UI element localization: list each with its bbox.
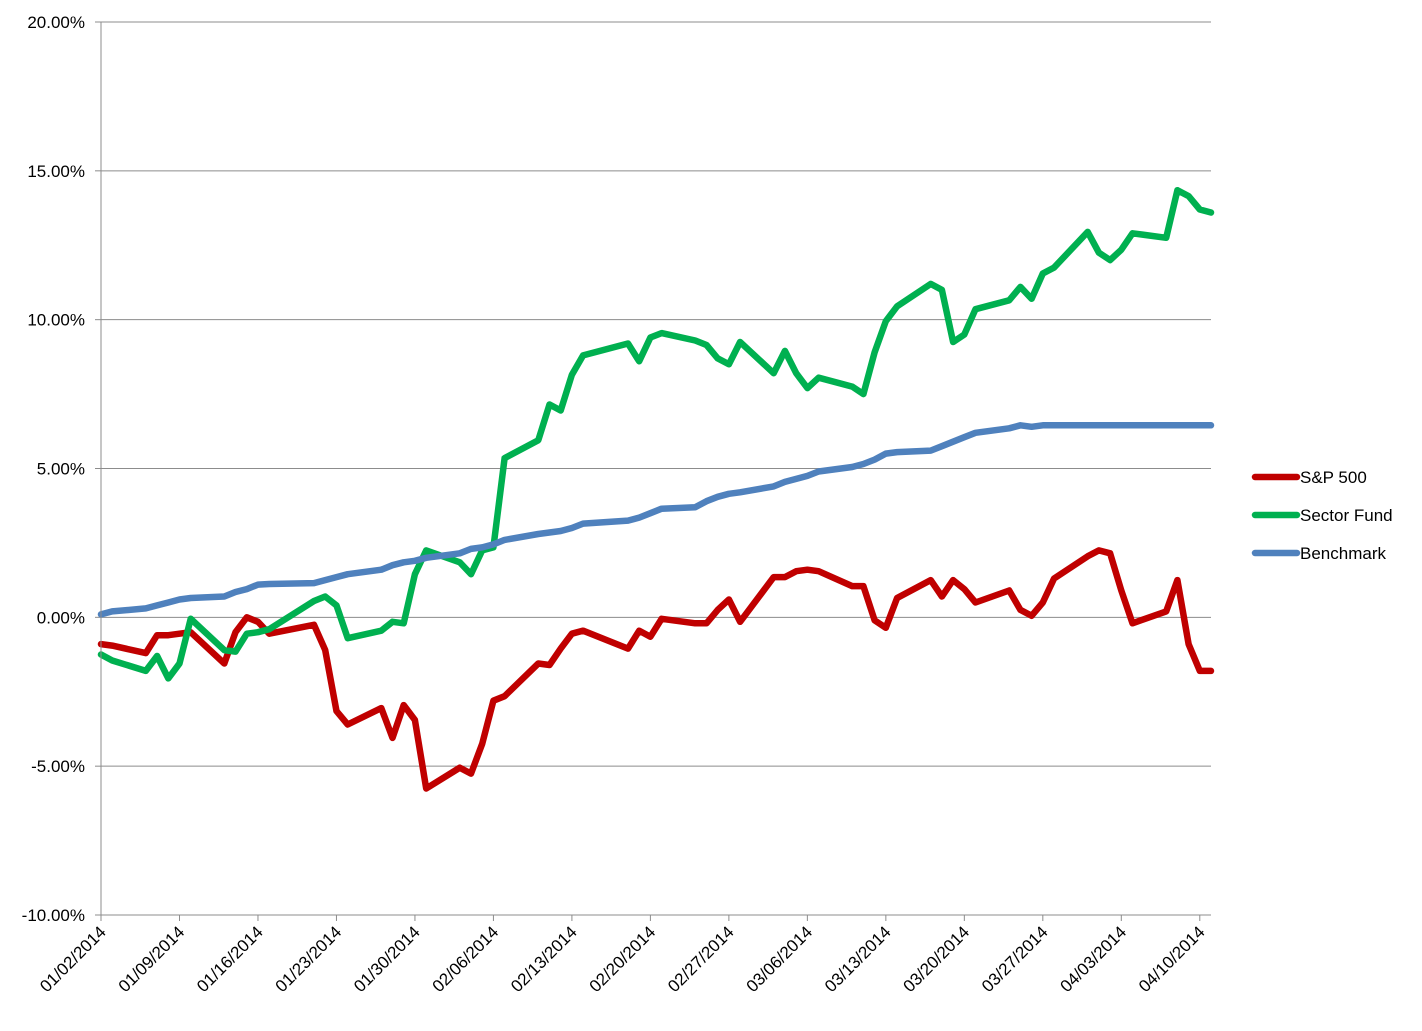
x-tick-label: 04/10/2014 [1135,922,1209,996]
x-tick-label: 02/06/2014 [429,922,503,996]
x-tick-label: 03/20/2014 [900,922,974,996]
gridlines [101,21,1211,767]
y-tick-label: 10.00% [27,311,85,330]
x-tick-label: 02/13/2014 [507,922,581,996]
legend: S&P 500 Sector Fund Benchmark [1251,468,1393,563]
axes [100,22,1211,916]
x-tick-label: 02/20/2014 [586,922,660,996]
x-tick-label: 01/16/2014 [193,922,267,996]
y-tick-label: 5.00% [37,460,85,479]
x-axis-ticks: 01/02/2014 01/09/2014 01/16/2014 01/23/2014… [36,915,1209,996]
x-tick-label: 01/23/2014 [272,922,346,996]
legend-label-s-p-500: S&P 500 [1300,468,1367,487]
series-lines [97,186,1215,792]
series-line-benchmark [97,422,1215,618]
y-tick-label: 0.00% [37,608,85,627]
series-line-sector-fund [97,186,1215,682]
x-tick-label: 04/03/2014 [1057,922,1131,996]
x-tick-label: 01/30/2014 [350,922,424,996]
y-tick-label: 15.00% [27,162,85,181]
x-tick-label: 03/27/2014 [978,922,1052,996]
x-tick-label: 01/02/2014 [36,922,110,996]
y-axis-ticks: -10.00% -5.00% 0.00% 5.00% 10.00% 15.00% 20.00… [22,13,101,925]
series-line-s-p-500 [97,547,1215,792]
legend-label-benchmark: Benchmark [1300,544,1386,563]
x-tick-label: 01/09/2014 [115,922,189,996]
x-tick-label: 02/27/2014 [664,922,738,996]
legend-label-sector-fund: Sector Fund [1300,506,1393,525]
y-tick-label: 20.00% [27,13,85,32]
x-tick-label: 03/06/2014 [743,922,817,996]
y-tick-label: -10.00% [22,906,85,925]
x-tick-label: 03/13/2014 [821,922,895,996]
y-tick-label: -5.00% [31,757,85,776]
